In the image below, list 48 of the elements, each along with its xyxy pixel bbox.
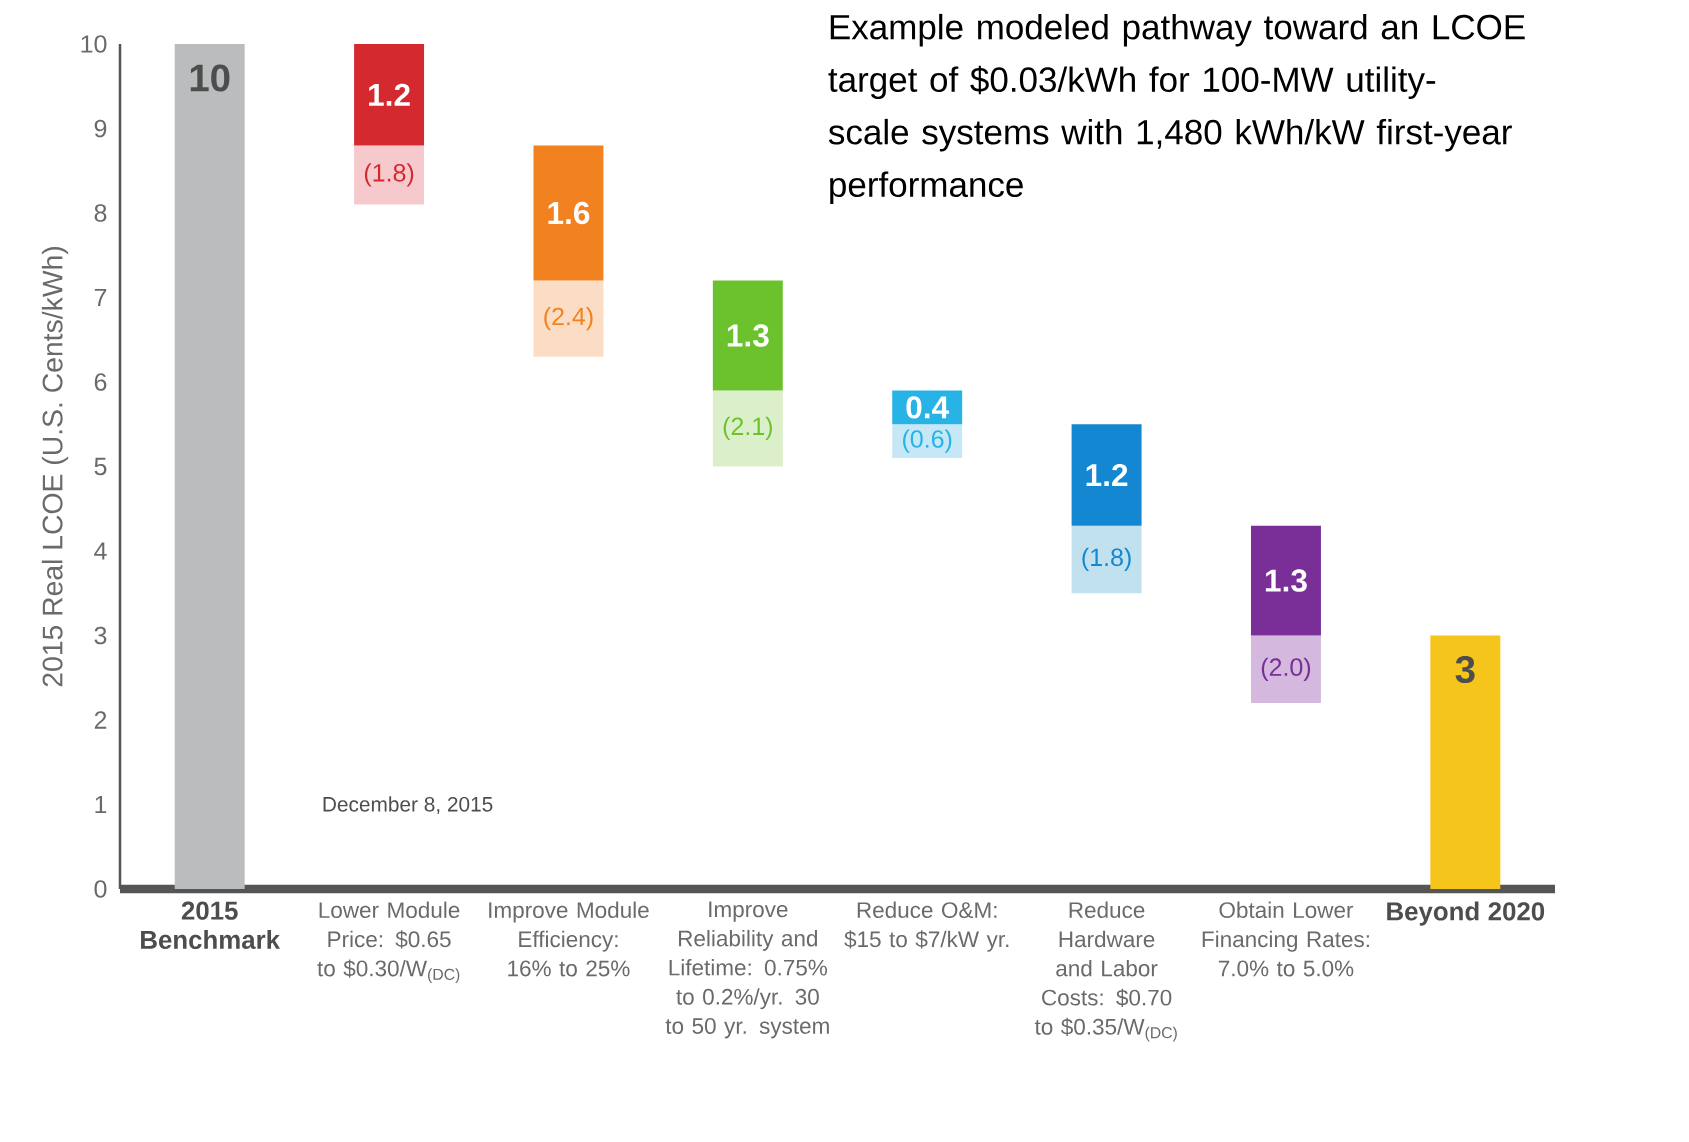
x-tick-label: Improve Reliability and Lifetime: 0.75% to 0.2%/yr. 30 to 50 yr. system: [665, 901, 829, 1039]
y-axis-title: 2015 Real LCOE (U.S. Cents/kWh): [41, 247, 69, 687]
bar: [533, 280, 604, 357]
x-tick-label: Beyond 2020: [1387, 901, 1545, 926]
y-tick-label: 2: [94, 711, 107, 729]
x-tick-label: Reduce O&M: $15 to $7/kW yr.: [844, 901, 1009, 952]
bar: [533, 145, 604, 281]
annotation: (2.4): [544, 306, 593, 331]
x-tick-label: Improve Module Efficiency: 16% to 25%: [489, 901, 649, 977]
annotation: (1.8): [364, 163, 414, 187]
data-label: 10: [190, 64, 230, 92]
bar: [1250, 635, 1321, 704]
annotation: December 8, 2015: [323, 796, 493, 815]
annotation: (0.6): [903, 429, 952, 453]
x-tick-label: 2015 Benchmark: [141, 901, 281, 950]
y-tick-label: 8: [94, 204, 107, 222]
y-tick-label: 9: [94, 119, 107, 138]
y-tick-label: 3: [94, 626, 107, 645]
text: Example modeled pathway toward an LCOE target of $0.03/kWh for 100-MW utility-scale systems with 1,480 kWh/kW first-year performance: [828, 13, 1525, 204]
y-tick-label: 6: [94, 373, 107, 391]
y-tick-label: 7: [94, 288, 107, 307]
bar: [354, 145, 425, 205]
data-label: 1.3: [727, 324, 769, 347]
data-label: 0.4: [906, 396, 950, 419]
data-label: 1.2: [369, 83, 410, 106]
bar: [1071, 525, 1142, 594]
x-tick-label: Reduce Hardware and Labor Costs: $0.70 to $0.35/W$_{(DC)}$: [1034, 901, 1177, 1042]
data-label: 1.2: [1086, 463, 1128, 486]
annotation: (1.8): [1082, 547, 1131, 572]
annotation: (2.0): [1261, 657, 1311, 681]
bar: [1250, 525, 1321, 636]
bar: [712, 390, 783, 467]
bar: [354, 43, 425, 146]
bar: [174, 43, 245, 889]
data-label: 3: [1455, 655, 1475, 684]
annotation: (2.1): [723, 416, 772, 441]
x-tick-label: Lower Module Price: $0.65 to $0.30/W$_{(DC)}$: [317, 901, 460, 984]
y-tick-label: 10: [81, 35, 107, 53]
data-label: 1.3: [1265, 569, 1307, 592]
y-tick-label: 4: [94, 542, 107, 560]
y-tick-label: 5: [94, 457, 107, 476]
bar: [1430, 635, 1501, 889]
y-tick-label: 0: [94, 880, 107, 898]
bar: [712, 280, 783, 391]
y-tick-label: 1: [95, 795, 107, 814]
x-tick-label: Obtain Lower Financing Rates: 7.0% to 5.0%: [1202, 901, 1369, 977]
bar: [1071, 424, 1142, 526]
data-label: 1.6: [548, 201, 590, 225]
